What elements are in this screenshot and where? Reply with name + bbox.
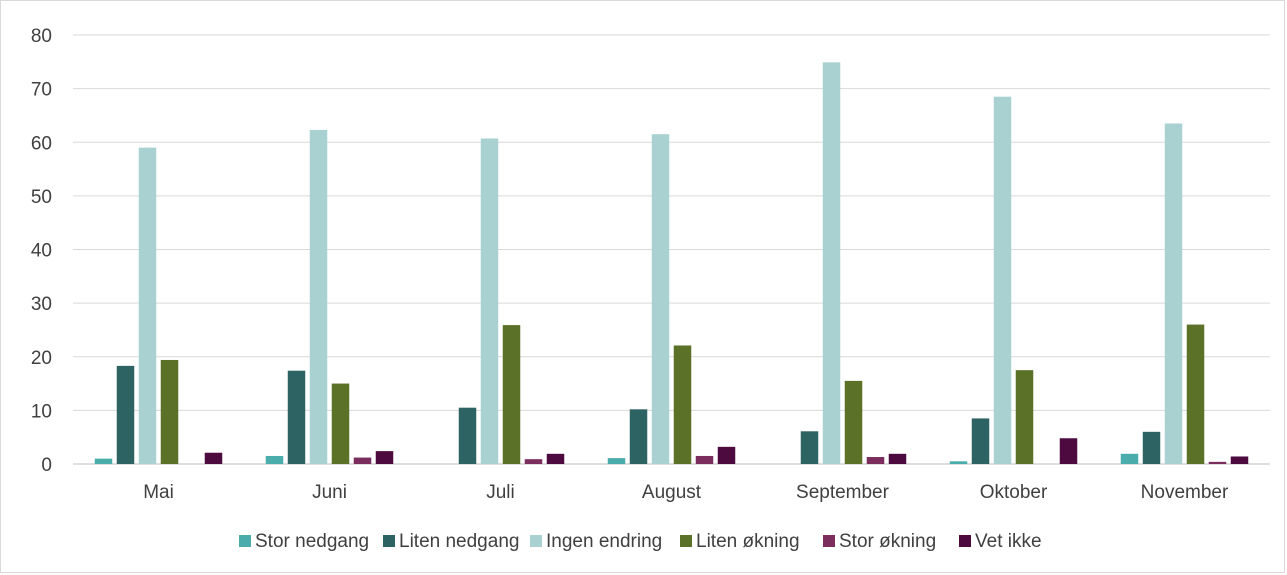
x-tick-label: Juli bbox=[486, 482, 515, 503]
y-tick-label: 80 bbox=[31, 26, 52, 47]
legend-swatch bbox=[530, 535, 542, 547]
legend-swatch bbox=[239, 535, 251, 547]
bar bbox=[1142, 431, 1161, 464]
legend-label: Ingen endring bbox=[546, 531, 662, 552]
bar bbox=[651, 134, 670, 465]
bar bbox=[1015, 370, 1034, 464]
bar bbox=[375, 451, 394, 464]
y-tick-label: 0 bbox=[41, 455, 52, 476]
bar bbox=[265, 455, 284, 464]
bar bbox=[844, 380, 863, 464]
legend-swatch bbox=[680, 535, 692, 547]
x-tick-label: Oktober bbox=[980, 482, 1048, 503]
bar bbox=[695, 455, 714, 464]
bar bbox=[993, 96, 1012, 464]
y-tick-label: 70 bbox=[31, 80, 52, 101]
y-tick-label: 10 bbox=[31, 401, 52, 422]
legend-swatch bbox=[959, 535, 971, 547]
y-tick-label: 30 bbox=[31, 294, 52, 315]
bar bbox=[866, 457, 885, 464]
bar bbox=[524, 459, 543, 464]
legend-label: Stor økning bbox=[839, 531, 936, 552]
bar bbox=[717, 446, 736, 464]
bar bbox=[94, 458, 113, 464]
bar bbox=[287, 370, 306, 464]
bar bbox=[309, 129, 328, 464]
bar bbox=[1164, 123, 1183, 464]
bar bbox=[629, 409, 648, 464]
y-tick-label: 50 bbox=[31, 187, 52, 208]
bar bbox=[160, 359, 179, 464]
bar bbox=[502, 325, 521, 464]
legend-swatch bbox=[823, 535, 835, 547]
bar bbox=[116, 365, 135, 464]
bar bbox=[673, 345, 692, 464]
x-tick-label: Juni bbox=[312, 482, 347, 503]
bar bbox=[204, 452, 223, 464]
bar bbox=[546, 453, 565, 464]
legend-label: Vet ikke bbox=[975, 531, 1042, 552]
y-tick-label: 60 bbox=[31, 133, 52, 154]
bar bbox=[1230, 456, 1249, 464]
bar bbox=[1120, 453, 1139, 464]
bar bbox=[353, 457, 372, 464]
bar bbox=[1059, 438, 1078, 464]
legend-label: Liten økning bbox=[696, 531, 800, 552]
bar bbox=[458, 407, 477, 464]
bar bbox=[480, 138, 499, 464]
bar bbox=[607, 458, 626, 464]
x-tick-label: September bbox=[796, 482, 890, 503]
bar bbox=[822, 62, 841, 464]
legend-label: Stor nedgang bbox=[255, 531, 369, 552]
x-tick-label: November bbox=[1141, 482, 1229, 503]
bar bbox=[1186, 324, 1205, 464]
bar bbox=[331, 383, 350, 464]
bar bbox=[1208, 461, 1227, 464]
legend-label: Liten nedgang bbox=[399, 531, 519, 552]
x-tick-label: August bbox=[642, 482, 702, 503]
bar bbox=[888, 453, 907, 464]
bar bbox=[971, 418, 990, 464]
legend-swatch bbox=[383, 535, 395, 547]
y-tick-label: 40 bbox=[31, 241, 52, 262]
bar bbox=[949, 461, 968, 464]
bar bbox=[138, 147, 157, 465]
y-tick-label: 20 bbox=[31, 348, 52, 369]
bar bbox=[800, 431, 819, 464]
x-tick-label: Mai bbox=[143, 482, 174, 503]
